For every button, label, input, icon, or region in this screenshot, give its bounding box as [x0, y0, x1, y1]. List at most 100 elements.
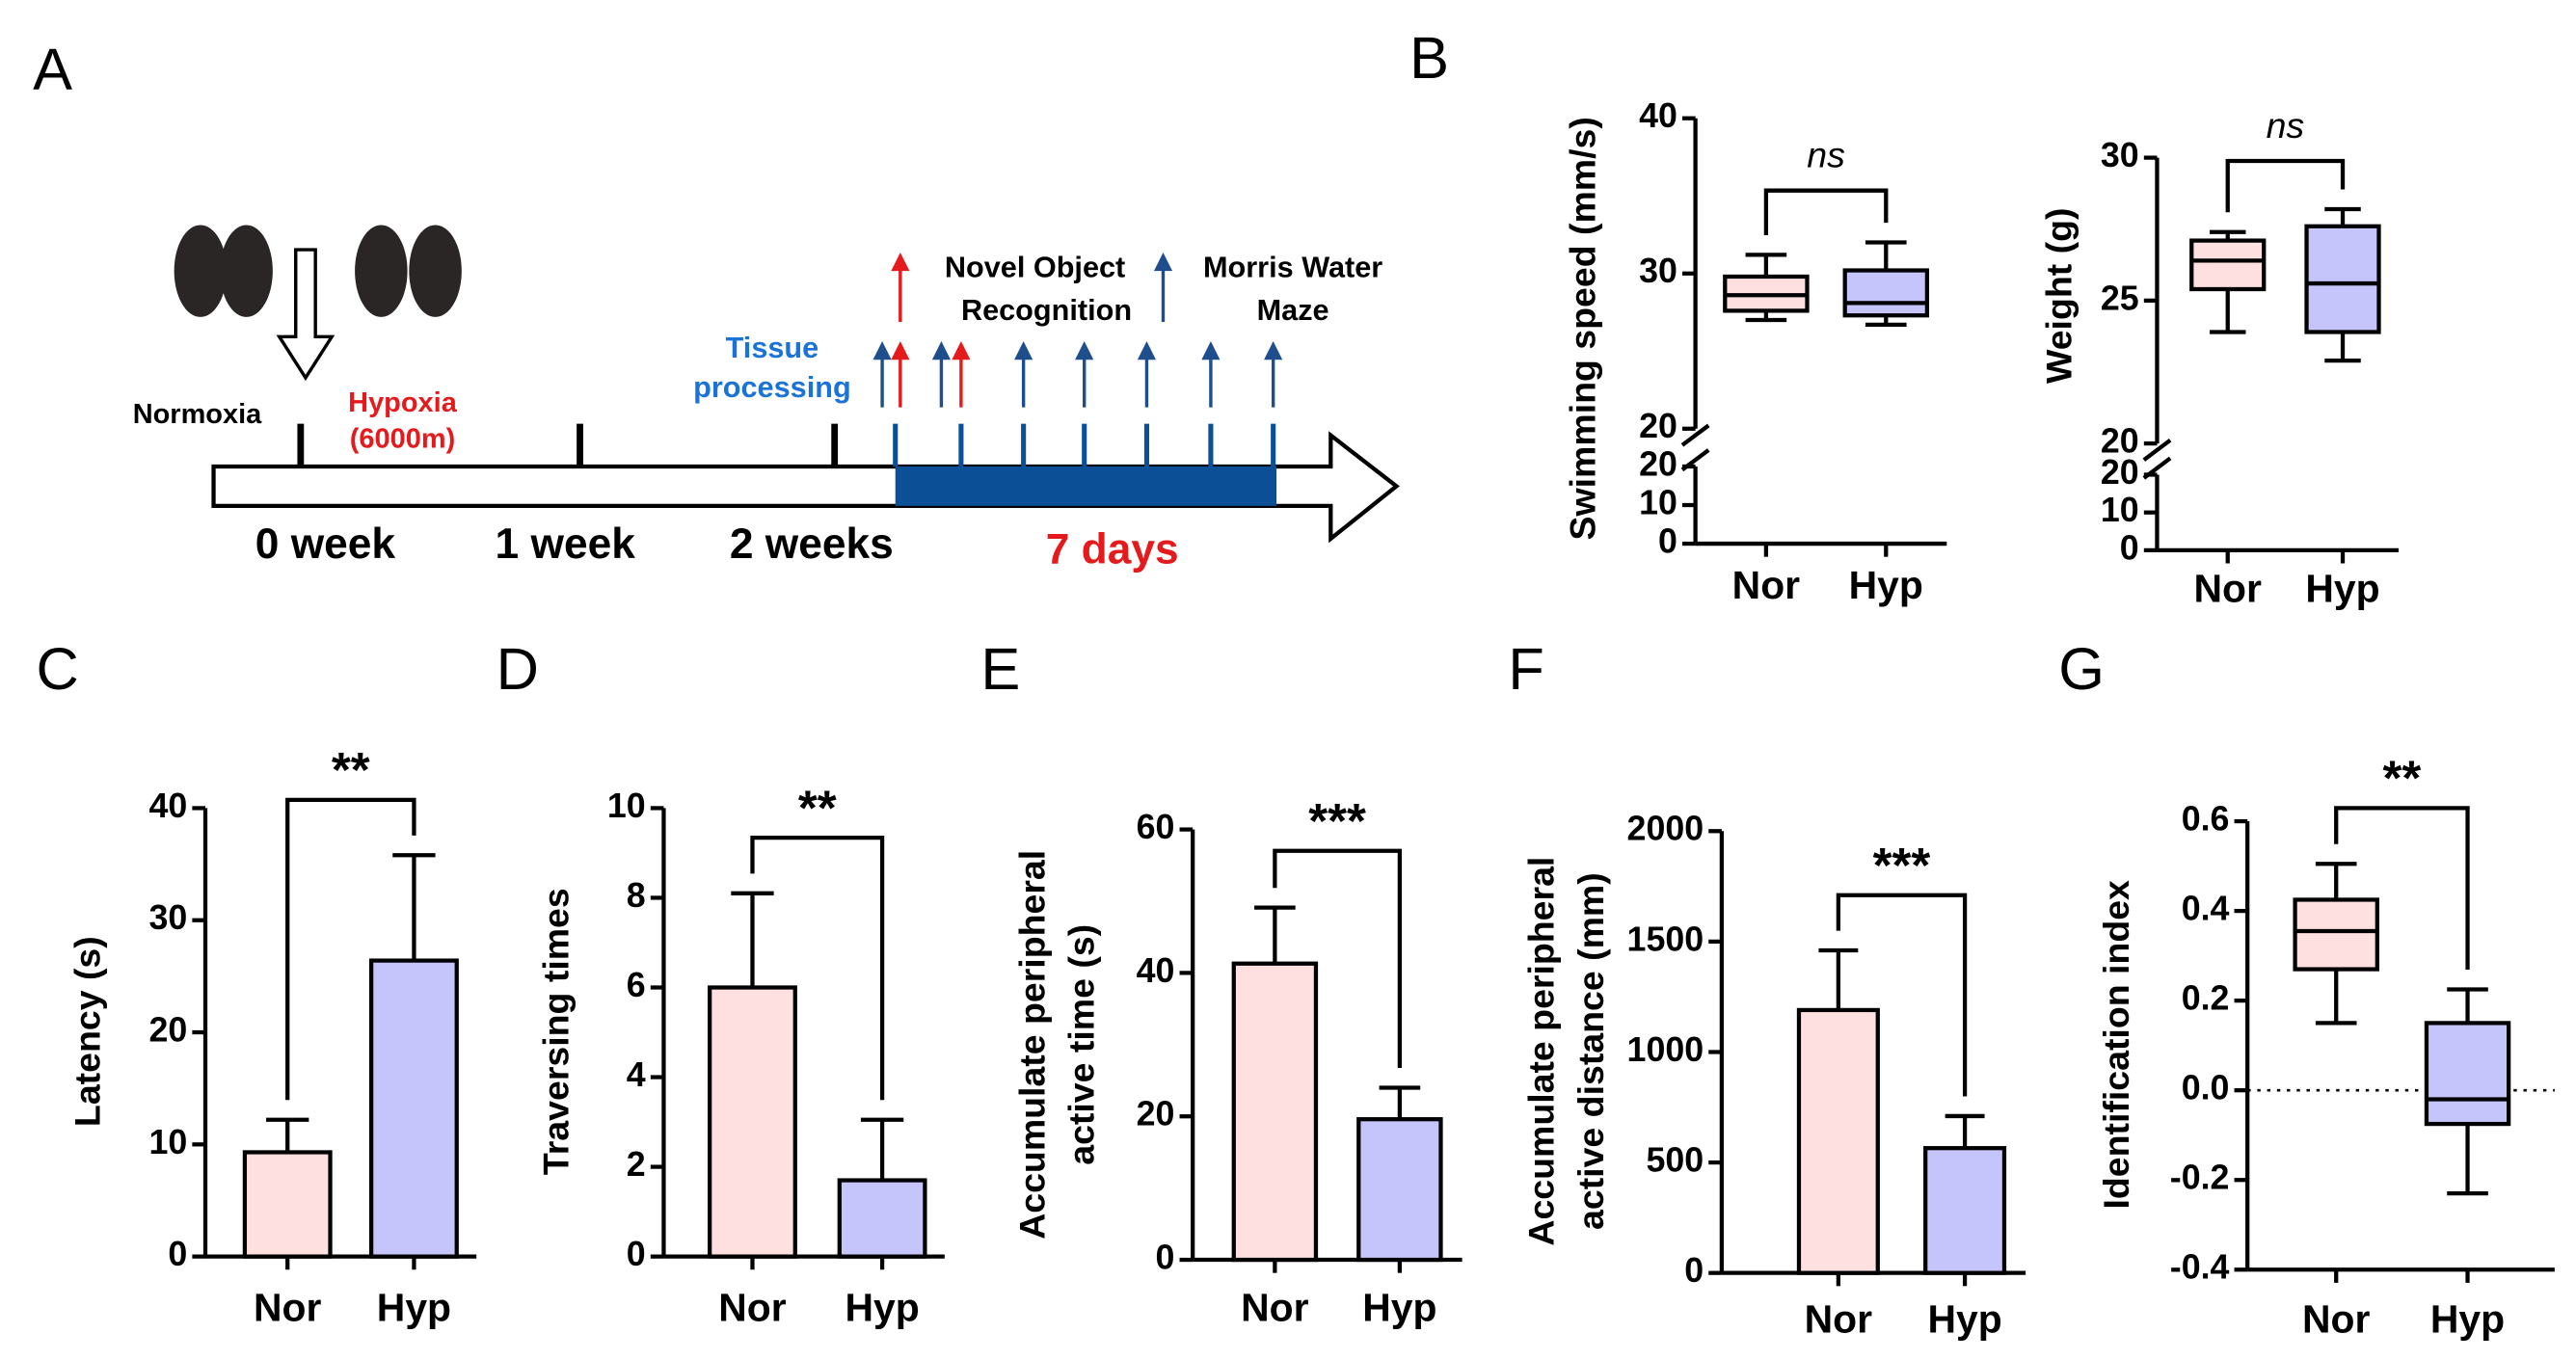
panel-label: A: [33, 36, 72, 102]
y-tick-label: 10: [2101, 491, 2139, 529]
bar: [708, 985, 797, 1259]
y-tick-label: 25: [2101, 279, 2139, 317]
mouse: [220, 225, 273, 317]
y-tick-label: 2: [627, 1145, 646, 1184]
panel-label: G: [2058, 635, 2105, 702]
y-axis-label: Traversing times: [535, 888, 576, 1175]
y-axis-label: Accumulate peripheral: [1521, 857, 1562, 1246]
y-tick-label: 10: [1639, 483, 1677, 521]
y-tick-label: 0.2: [2182, 979, 2230, 1018]
axis-break: [1680, 423, 1710, 472]
y-tick-label: 0: [168, 1235, 187, 1273]
significance-label: ***: [1873, 838, 1931, 893]
panel-label: F: [1508, 635, 1543, 702]
y-tick-label: 1000: [1627, 1030, 1704, 1069]
panel-label: E: [980, 635, 1020, 702]
y-tick-label: 2000: [1627, 810, 1704, 848]
axis-break: [2142, 439, 2172, 480]
x-tick-label: Hyp: [1927, 1297, 2001, 1342]
tissue-label: processing: [693, 371, 851, 404]
timeline: [211, 431, 1400, 544]
x-tick-label: Nor: [2302, 1297, 2370, 1342]
x-tick-label: Nor: [1805, 1297, 1872, 1342]
y-tick-label: 10: [148, 1123, 187, 1161]
y-axis-label: active time (s): [1061, 924, 1102, 1165]
y-tick-label: 20: [1639, 407, 1677, 445]
y-axis-label: Identification index: [2096, 880, 2136, 1210]
box: [1842, 268, 1930, 318]
y-axis-label: Swimming speed (mm/s): [1562, 117, 1602, 540]
box: [2189, 238, 2267, 292]
y-tick-label: 20: [2101, 453, 2139, 492]
y-tick-label: 0.6: [2182, 800, 2230, 839]
x-tick-label: Hyp: [2305, 566, 2379, 610]
normoxia-label: Normoxia: [133, 399, 262, 430]
tissue-label: Tissue: [726, 332, 819, 364]
x-tick-label: Hyp: [377, 1286, 451, 1330]
significance-bracket: [285, 797, 416, 1101]
y-tick-label: 40: [1639, 96, 1677, 135]
y-tick-label: 1500: [1627, 920, 1704, 958]
significance-bracket: [2334, 806, 2470, 971]
hypoxia-label: (6000m): [350, 423, 455, 454]
significance-label: **: [2382, 751, 2421, 806]
significance-bracket: [750, 835, 885, 1101]
significance-bracket: [1836, 893, 1968, 1097]
mwm-label: Maze: [1257, 294, 1329, 327]
mouse: [409, 225, 462, 317]
y-tick-label: 0.4: [2182, 890, 2230, 928]
bar: [368, 958, 459, 1259]
y-tick-label: 20: [1137, 1095, 1175, 1133]
y-tick-label: 20: [148, 1010, 187, 1049]
week-label: 0 week: [255, 520, 396, 568]
panel-label: D: [496, 635, 539, 702]
y-tick-label: 10: [607, 787, 646, 825]
nor-test-label: Novel Object: [945, 252, 1125, 284]
y-axis-label: Latency (s): [67, 936, 108, 1127]
mouse: [355, 225, 408, 317]
panel-label: C: [36, 635, 78, 702]
y-tick-label: 20: [2101, 422, 2139, 461]
significance-bracket: [1763, 188, 1889, 235]
x-tick-label: Hyp: [845, 1286, 919, 1330]
significance-label: **: [798, 780, 837, 835]
day-ticks: [893, 423, 1276, 467]
significance-label: ***: [1308, 793, 1366, 848]
y-tick-label: 0: [1156, 1238, 1175, 1276]
nor-test-label: Recognition: [961, 294, 1132, 327]
y-tick-label: 0: [627, 1235, 646, 1273]
x-tick-label: Nor: [2194, 566, 2262, 610]
mwm-label: Morris Water: [1203, 252, 1382, 284]
bar: [1231, 961, 1319, 1263]
y-tick-label: 0: [1684, 1251, 1704, 1290]
x-tick-label: Nor: [1241, 1286, 1308, 1330]
x-tick-label: Hyp: [1849, 563, 1923, 607]
x-tick-label: Hyp: [2430, 1297, 2505, 1342]
box: [2304, 224, 2381, 334]
y-tick-label: 8: [627, 876, 646, 915]
significance-label: **: [332, 742, 370, 797]
y-axis-label: Accumulate peripheral: [1011, 850, 1052, 1240]
x-tick-label: Hyp: [1362, 1286, 1436, 1330]
box: [2424, 1021, 2511, 1127]
y-tick-label: -0.2: [2170, 1159, 2230, 1197]
blue-arrows: [872, 253, 1283, 408]
week-label: 1 week: [496, 520, 636, 568]
y-tick-label: 6: [627, 966, 646, 1004]
y-tick-label: 40: [148, 787, 187, 825]
y-tick-label: 0: [1658, 522, 1677, 561]
panel-label: B: [1409, 24, 1449, 91]
y-tick-label: 30: [148, 898, 187, 937]
y-tick-label: 20: [1639, 444, 1677, 483]
bar: [837, 1178, 927, 1259]
y-tick-label: -0.4: [2170, 1248, 2230, 1287]
week-ticks: [297, 423, 839, 467]
y-tick-label: 60: [1137, 808, 1175, 846]
significance-label: ns: [2267, 105, 2305, 146]
box: [2293, 897, 2379, 972]
significance-bracket: [2225, 158, 2346, 213]
panel-a: A Normoxia Hypoxia (60: [33, 36, 1400, 573]
bar: [242, 1150, 333, 1259]
y-tick-label: 0.0: [2182, 1069, 2230, 1107]
